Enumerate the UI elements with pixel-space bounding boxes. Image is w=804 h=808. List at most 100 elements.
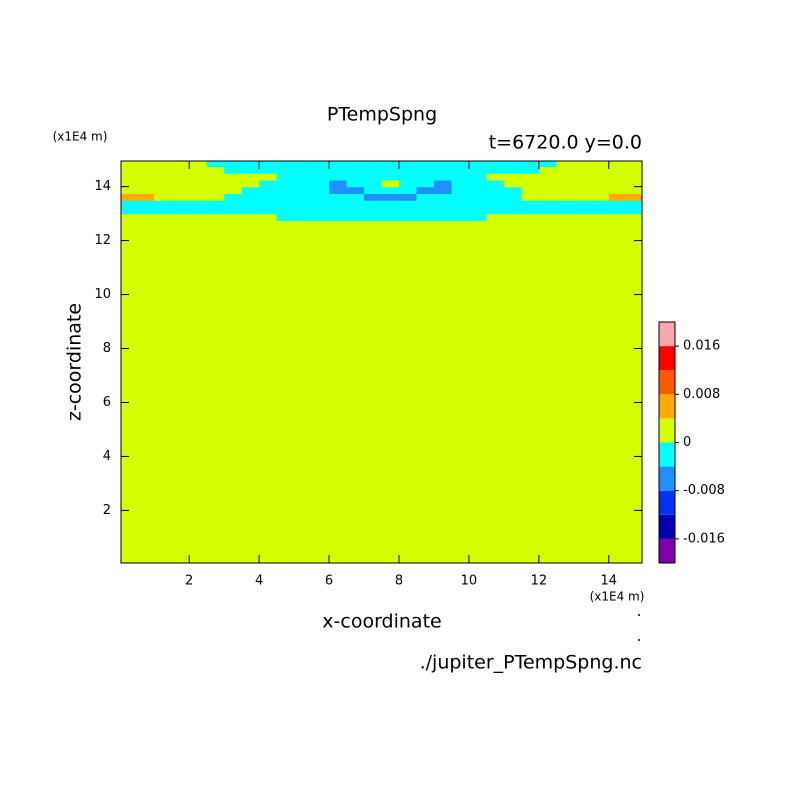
contour-cell (154, 213, 173, 221)
contour-cell (276, 186, 295, 194)
contour-cell (573, 166, 592, 174)
contour-cell (521, 213, 540, 221)
contour-cell (538, 166, 557, 174)
contour-cell (451, 213, 470, 221)
contour-cell (121, 186, 138, 194)
contour-cell (538, 206, 557, 215)
contour-cell (538, 220, 557, 228)
contour-cell (538, 179, 557, 188)
contour-cell (259, 200, 278, 208)
x-tick-label: 14 (601, 574, 618, 589)
contour-cell (398, 220, 418, 228)
contour-cell (503, 173, 522, 181)
footer: ./jupiter_PTempSpng.nc (420, 652, 642, 674)
contour-cell (121, 166, 138, 174)
contour-cell (364, 166, 383, 174)
contour-cell (503, 220, 522, 228)
contour-cell (591, 220, 610, 228)
contour-cell (276, 213, 295, 221)
contour-cell (556, 193, 575, 201)
contour-cell (276, 200, 295, 208)
x-tick-label: 6 (325, 574, 333, 589)
x-tick-label: 8 (395, 574, 403, 589)
contour-cell (626, 200, 642, 208)
contour-cell (171, 166, 190, 174)
contour-field (121, 161, 642, 563)
contour-cell (206, 200, 225, 208)
contour-cell (311, 166, 330, 174)
y-unit: (x1E4 m) (53, 130, 108, 144)
contour-cell (154, 186, 173, 194)
contour-cell (468, 206, 487, 215)
contour-cell (556, 161, 575, 167)
contour-cell (451, 166, 470, 174)
contour-cell (294, 186, 313, 194)
contour-cell (206, 166, 225, 174)
contour-cell (626, 193, 642, 201)
contour-cell (556, 186, 575, 194)
contour-cell (398, 193, 418, 201)
contour-cell (398, 186, 418, 194)
contour-cell (556, 200, 575, 208)
contour-cell (171, 161, 190, 167)
contour-cell (503, 193, 522, 201)
contour-cell (486, 206, 505, 215)
contour-cell (468, 166, 487, 174)
contour-cell (573, 186, 592, 194)
contour-cell (626, 179, 642, 188)
contour-cell (364, 179, 383, 188)
contour-cell (521, 193, 540, 201)
contour-cell (206, 213, 225, 221)
contour-cell (346, 213, 365, 221)
contour-cell (591, 227, 610, 563)
contour-cell (171, 200, 190, 208)
contour-cell (121, 173, 138, 181)
contour-cell (486, 200, 505, 208)
contour-cell (329, 200, 348, 208)
contour-cell (398, 179, 418, 188)
contour-cell (346, 179, 365, 188)
contour-cell (136, 173, 155, 181)
contour-cell (189, 186, 208, 194)
contour-cell (154, 193, 173, 201)
contour-cell (294, 166, 313, 174)
contour-cell (608, 186, 627, 194)
contour-cell (294, 173, 313, 181)
contour-cell (451, 206, 470, 215)
contour-cell (241, 200, 260, 208)
contour-cell (189, 173, 208, 181)
contour-cell (381, 227, 400, 563)
contour-cell (206, 193, 225, 201)
contour-cell (241, 193, 260, 201)
contour-cell (189, 161, 208, 167)
contour-cell (608, 161, 627, 167)
contour-cell (154, 227, 173, 563)
contour-cell (171, 206, 190, 215)
colorbar-box (659, 346, 675, 371)
contour-cell (311, 179, 330, 188)
contour-cell (294, 220, 313, 228)
contour-cell (346, 227, 365, 563)
dot (638, 614, 640, 616)
contour-cell (329, 166, 348, 174)
contour-cell (398, 173, 418, 181)
contour-cell (416, 161, 435, 167)
contour-cell (311, 186, 330, 194)
y-tick-label: 14 (94, 179, 111, 194)
contour-cell (276, 173, 295, 181)
contour-cell (381, 220, 400, 228)
contour-cell (346, 161, 365, 167)
contour-cell (224, 206, 243, 215)
contour-cell (573, 200, 592, 208)
contour-cell (591, 206, 610, 215)
contour-cell (154, 206, 173, 215)
contour-cell (224, 193, 243, 201)
contour-cell (171, 227, 190, 563)
contour-cell (259, 166, 278, 174)
contour-cell (224, 213, 243, 221)
contour-cell (224, 227, 243, 563)
contour-cell (171, 213, 190, 221)
contour-cell (573, 179, 592, 188)
contour-cell (521, 161, 540, 167)
y-tick-label: 2 (103, 503, 111, 518)
